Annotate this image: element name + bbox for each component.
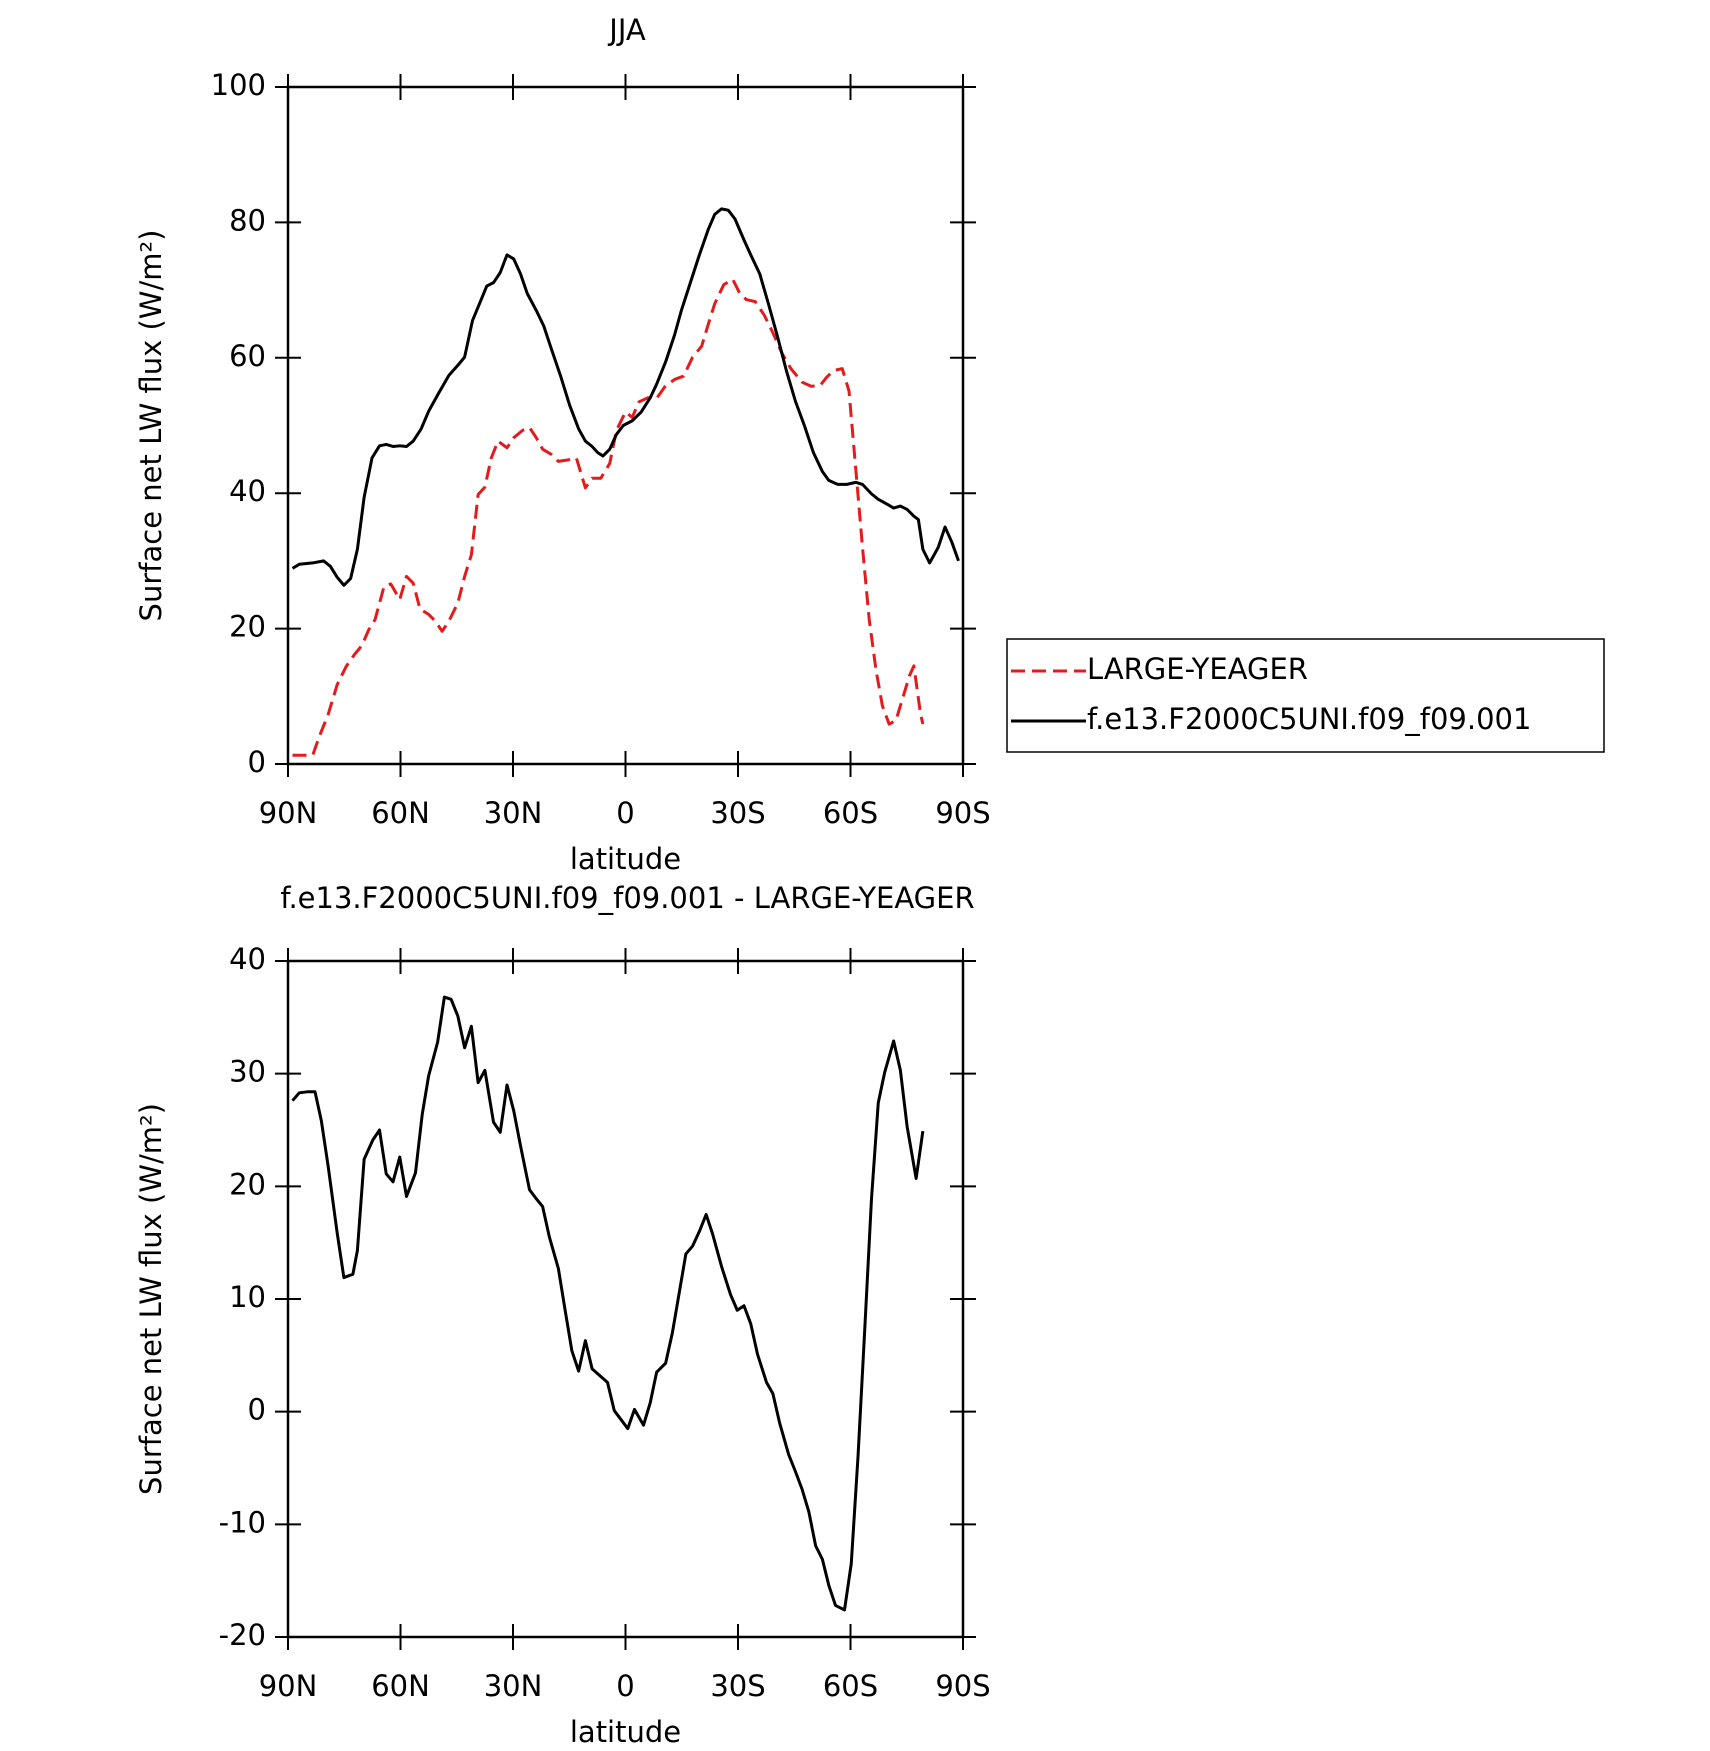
x-axis-label: latitude (570, 842, 681, 876)
data-line (291, 995, 925, 1612)
x-tick-label: 0 (616, 1669, 634, 1703)
legend-label: LARGE-YEAGER (1087, 652, 1308, 686)
y-tick-label: 0 (248, 745, 266, 779)
x-tick-label: 60S (823, 796, 878, 830)
x-tick-label: 60N (371, 796, 430, 830)
legend-label: f.e13.F2000C5UNI.f09_f09.001 (1087, 702, 1531, 736)
x-axis-label: latitude (570, 1715, 681, 1749)
x-tick-label: 90S (935, 796, 990, 830)
y-tick-label: 60 (229, 339, 266, 373)
chart-title: f.e13.F2000C5UNI.f09_f09.001 - LARGE-YEA… (280, 881, 974, 915)
y-tick-label: 40 (229, 474, 266, 508)
y-tick-label: -10 (219, 1505, 266, 1539)
y-tick-label: -20 (219, 1618, 266, 1652)
x-tick-label: 90N (259, 796, 318, 830)
x-tick-label: 60S (823, 1669, 878, 1703)
x-tick-label: 90S (935, 1669, 990, 1703)
x-tick-label: 30S (710, 1669, 765, 1703)
x-tick-label: 30N (484, 796, 543, 830)
y-tick-label: 10 (229, 1280, 266, 1314)
plot-frame (286, 85, 965, 766)
x-tick-label: 60N (371, 1669, 430, 1703)
y-tick-label: 20 (229, 1167, 266, 1201)
data-line (292, 277, 925, 757)
x-tick-label: 90N (259, 1669, 318, 1703)
y-tick-label: 40 (229, 942, 266, 976)
y-axis-label: Surface net LW flux (W/m²) (134, 1103, 168, 1495)
x-tick-label: 0 (616, 796, 634, 830)
x-tick-label: 30N (484, 1669, 543, 1703)
data-line (291, 207, 960, 587)
y-tick-label: 80 (229, 203, 266, 237)
y-axis-label: Surface net LW flux (W/m²) (134, 230, 168, 622)
x-tick-label: 30S (710, 796, 765, 830)
y-tick-label: 0 (248, 1393, 266, 1427)
legend-box (1006, 638, 1605, 753)
chart-title: JJA (607, 13, 646, 47)
plot-frame (286, 959, 965, 1639)
y-tick-label: 20 (229, 610, 266, 644)
y-tick-label: 100 (211, 68, 266, 102)
y-tick-label: 30 (229, 1055, 266, 1089)
